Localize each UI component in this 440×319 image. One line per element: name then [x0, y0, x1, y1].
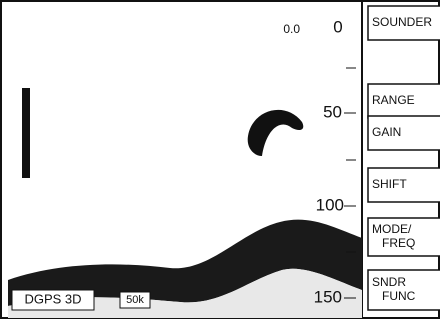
soft-key-label: FUNC	[382, 289, 416, 303]
soft-key-label: MODE/	[372, 222, 412, 236]
soft-key-label: SNDR	[372, 275, 406, 289]
soft-key-label: SHIFT	[372, 177, 407, 191]
soft-key-label: RANGE	[372, 93, 415, 107]
soft-key-label: FREQ	[382, 236, 415, 250]
soft-key-label: GAIN	[372, 125, 401, 139]
depth-readout: 0.0	[283, 22, 300, 36]
depth-label: 0	[333, 17, 342, 36]
soft-key-label: SOUNDER	[372, 15, 432, 29]
position-fix: DGPS 3D	[24, 291, 81, 306]
depth-label: 150	[314, 287, 342, 306]
depth-label: 100	[316, 195, 344, 214]
frequency: 50k	[126, 294, 144, 306]
sounder-screen: 0.0 0 50 100 150 DGPS 3D 50k SOUNDER RANG…	[0, 0, 440, 319]
color-bar	[22, 88, 30, 178]
depth-label: 50	[323, 102, 342, 121]
